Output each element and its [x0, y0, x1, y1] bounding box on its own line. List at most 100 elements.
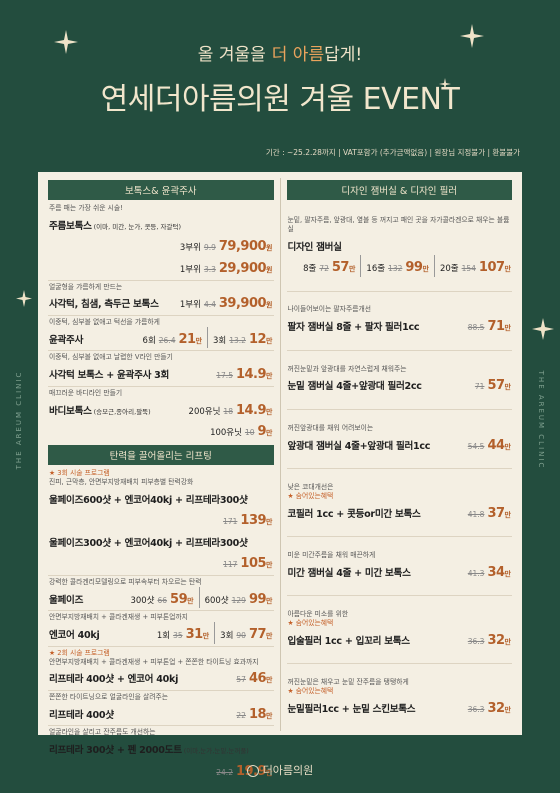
price-unit: 만 — [266, 429, 273, 438]
menu-item: 이중턱, 심부볼 없애고 날렵한 V라인 만들기 사각턱 보톡스 + 윤곽주사 3… — [48, 351, 274, 387]
prices: 100유닛 10 9만 — [210, 419, 272, 441]
subtitle: 이중턱, 심부볼 없애고 턱선을 갸름하게 — [49, 318, 160, 327]
name-block: 디자인 잼버실 — [288, 234, 512, 256]
price-option: 54.5 44만 — [468, 433, 511, 455]
original-price: 4.4 — [203, 300, 216, 310]
name-block: 울페이즈 — [49, 587, 130, 609]
original-price: 35 — [173, 631, 183, 641]
treatment-name: 리프테라 400샷 + 엔코어 40kj — [49, 674, 179, 686]
sale-price-group: 59만 — [170, 587, 194, 609]
sale-price: 37 — [487, 505, 505, 521]
prices: 57 46만 — [236, 666, 272, 688]
treatment-name: 엔코어 40kj — [49, 630, 100, 642]
name-block: 사각턱, 침샘, 측두근 보톡스 — [49, 291, 180, 313]
treatment-name: 눈밑필러1cc + 눈밑 스킨보톡스 — [287, 703, 416, 715]
side-text: THE AREUM CLINIC — [15, 370, 23, 470]
menu-item: 꺼진눈밑은 채우고 눈밑 잔주름을 탱탱하게 ★ 숨어있는혜택 눈밑필러1cc + … — [287, 664, 513, 731]
footer-logo: 더아름의원 — [0, 762, 560, 778]
sale-price-group: 57만 — [487, 373, 511, 395]
name-block: 코필러 1cc + 콧등or미간 보톡스 — [288, 501, 468, 523]
prices: 3부위 9.9 79,900원 — [180, 234, 273, 256]
name-block: 바디보톡스 (승모근,종아리,팔뚝) — [49, 398, 189, 420]
subtitle: 매끄러운 바디라인 만들기 — [49, 388, 123, 397]
sale-price: 12 — [248, 331, 267, 347]
badge: ★ 숨어있는혜택 — [287, 491, 334, 500]
price-option: 200유닛 18 14.9만 — [189, 398, 273, 420]
treatment-name: 입술필러 1cc + 입꼬리 보톡스 — [287, 635, 411, 647]
subtitle: 안면부지방재배치 + 콜라겐재생 + 피부톤업까지 — [49, 613, 188, 622]
price-option: 3회 13.2 12만 — [207, 326, 273, 349]
price-unit: 만 — [348, 265, 356, 274]
treatment-name: 미간 잼버실 4줄 + 미간 보톡스 — [287, 567, 411, 579]
price-row: 사각턱 보톡스 + 윤곽주사 3회 17.5 14.9만 — [49, 362, 273, 384]
price-row: 눈밑 잼버실 4줄+앞광대 필러2cc 71 57만 — [288, 373, 512, 395]
original-price: 154 — [461, 264, 476, 274]
treatment-note: (이마,눈가,눈밑,눈꺼풀) — [183, 747, 249, 756]
menu-item: ★ 3회 시술 프로그램 진피, 근막층, 안면부지방재배치 피부층별 탄력강화 울… — [48, 467, 274, 576]
original-price: 66 — [157, 595, 168, 605]
sale-price-group: 14.9만 — [236, 362, 273, 384]
sale-price: 32 — [487, 632, 505, 648]
badge: ★ 숨어있는혜택 — [287, 686, 334, 695]
sale-price-group: 79,900원 — [219, 234, 273, 256]
subtitle: 얼굴형을 갸름하게 만드는 — [49, 282, 123, 291]
sale-price-group: 77만 — [249, 622, 273, 644]
sale-price: 29,900 — [218, 261, 267, 277]
logo-text: 더아름의원 — [262, 764, 314, 777]
name-block: 리프테라 300샷 + 펜 2000도트 (이마,눈가,눈밑,눈꺼풀) — [49, 737, 273, 759]
subtitle: 얼굴라인을 살리고 잔주름도 개선하는 — [49, 728, 156, 737]
sparkle — [16, 290, 32, 307]
price-option: 8줄 72 57만 — [303, 255, 355, 277]
original-price: 41.3 — [467, 568, 485, 578]
section-heading: 디자인 잼버실 & 디자인 필러 — [286, 180, 512, 200]
prices: 1부위 4.4 39,900원 — [180, 291, 273, 313]
prices: 36.3 32만 — [468, 628, 511, 650]
price-unit: 만 — [422, 265, 429, 274]
event-title: 연세더아름의원 겨울 EVENT — [100, 82, 460, 117]
price-option: 1부위 3.3 29,900원 — [180, 256, 273, 278]
price-unit: 만 — [266, 596, 273, 605]
prices: 6회 26.4 21만 3회 13.2 12만 — [143, 326, 273, 349]
prices: 71 57만 — [475, 373, 511, 395]
sale-price-group: 99만 — [249, 587, 273, 609]
sale-price: 57 — [331, 260, 350, 276]
price-row: 디자인 잼버실 8줄 72 57만 16줄 132 99만 20줄 154 107만 — [288, 234, 512, 277]
original-price: 36.3 — [467, 636, 485, 646]
treatment-name: 바디보톡스 — [49, 405, 92, 417]
original-price: 88.5 — [467, 323, 485, 333]
subtitle: 강력한 콜라겐리모델링으로 피부속부터 차오르는 탄력 — [49, 577, 202, 586]
original-price: 36.3 — [467, 704, 485, 714]
treatment-name: 리프테라 400샷 — [49, 709, 114, 721]
option-label: 3회 — [213, 335, 227, 346]
menu-item: 눈밑, 팔자주름, 앞광대, 옆볼 등 꺼지고 패인 곳을 자가콜라겐으로 채우… — [286, 202, 512, 292]
treatment-name: 울페이즈300샷 + 엔코어40kj + 리프테라300샷 — [49, 537, 248, 549]
name-block: 사각턱 보톡스 + 윤곽주사 3회 — [49, 362, 216, 384]
original-price: 129 — [231, 595, 246, 605]
subtitle: 미운 미간주름을 채워 매끈하게 — [287, 550, 376, 559]
treatment-name: 앞광대 잼버실 4줄+앞광대 필러1cc — [287, 440, 431, 452]
original-price: 90 — [236, 631, 246, 641]
name-block: 리프테라 400샷 + 엔코어 40kj — [49, 666, 236, 688]
prices: 41.3 34만 — [468, 560, 511, 582]
subtitle: 진피, 근막층, 안면부지방재배치 피부층별 탄력강화 — [49, 477, 194, 486]
subtitle: 주름 패는 가장 쉬운 시술! — [49, 204, 123, 212]
subtitle: 낮은 코대개선은 — [287, 482, 334, 491]
name-block: 엔코어 40kj — [49, 622, 157, 644]
subtitle: 쫀쫀한 타이트닝으로 얼굴라인을 살려주는 — [49, 693, 169, 702]
sale-price-group: 31만 — [186, 622, 210, 644]
option-label: 20줄 — [439, 264, 459, 275]
prices: 300샷 66 59만 600샷 129 99만 — [130, 586, 273, 609]
logo-mark — [246, 765, 259, 777]
original-price: 22 — [236, 710, 246, 720]
original-price: 13.2 — [229, 335, 246, 345]
price-unit: 원 — [266, 244, 273, 253]
option-label: 16줄 — [366, 264, 386, 275]
sale-price: 46 — [248, 671, 267, 687]
sale-price-group: 44만 — [487, 433, 511, 455]
price-unit: 만 — [266, 768, 273, 777]
menu-item: 낮은 코대개선은 ★ 숨어있는혜택 코필러 1cc + 콧등or미간 보톡스 41.8… — [286, 469, 512, 537]
price-option: 300샷 66 59만 — [130, 587, 193, 609]
sale-price-group: 46만 — [249, 666, 273, 688]
